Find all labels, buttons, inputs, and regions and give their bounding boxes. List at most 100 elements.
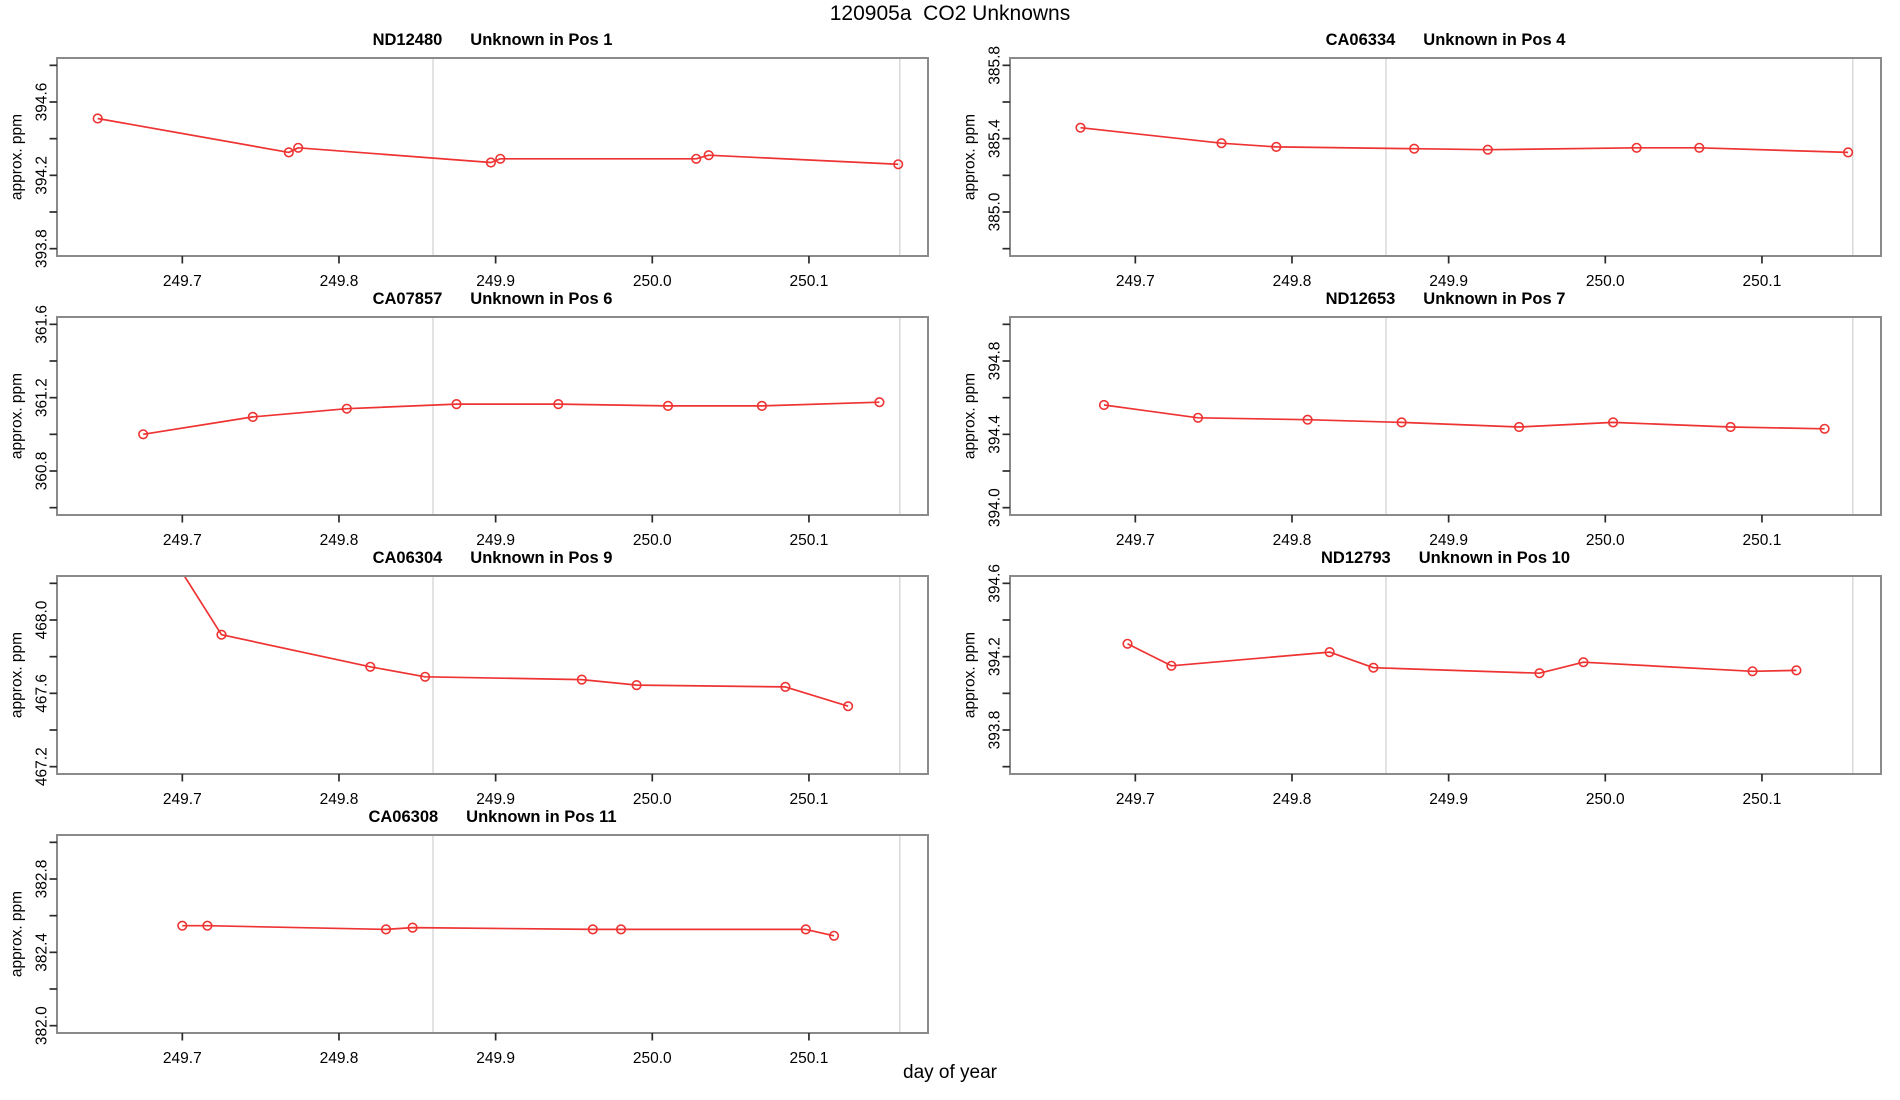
data-point [216, 629, 227, 640]
subplot-cell-CA06304: 249.7 249.8 249.9 250.0 250.1 467.2 467.6 468.0… [0, 546, 947, 808]
panel-border [56, 575, 929, 775]
x-tick-label: 249.8 [320, 273, 359, 287]
plot-panel [1010, 317, 1881, 515]
data-point [451, 398, 462, 410]
data-point [247, 411, 258, 422]
subplot-ND12653: 249.7 249.8 249.9 250.0 250.1 394.0 394.4 394.8… [961, 290, 1882, 549]
data-point [341, 403, 352, 414]
data-point [1819, 423, 1830, 434]
x-tick-label: 249.8 [1273, 532, 1312, 546]
data-point [1607, 417, 1619, 428]
data-point [1098, 399, 1110, 411]
y-tick-label: 361.2 [33, 378, 50, 417]
y-tick-label: 394.6 [33, 83, 50, 122]
data-point [1396, 417, 1407, 428]
y-axis-label: approx. ppm [961, 373, 978, 459]
panel-border [56, 57, 929, 257]
subplot-title-sample: ND12793 [1321, 549, 1391, 567]
series-group [1075, 122, 1854, 158]
y-axis-label: approx. ppm [8, 114, 25, 200]
series-group [1122, 638, 1802, 679]
x-tick-label: 250.0 [1586, 791, 1625, 805]
data-line [1080, 126, 1849, 154]
subplot-title-desc: Unknown in Pos 9 [470, 549, 612, 567]
plot-panel [57, 576, 928, 774]
plot-panel [57, 317, 928, 515]
x-tick-label: 250.0 [633, 791, 672, 805]
data-point [874, 397, 885, 408]
x-tick-label: 249.7 [1116, 532, 1155, 546]
y-axis-label: approx. ppm [8, 373, 25, 459]
subplot-cell-CA06308: 249.7 249.8 249.9 250.0 250.1 382.0 382.4 382.8… [0, 805, 947, 1067]
plot-panel [57, 58, 928, 256]
data-point [1791, 665, 1802, 676]
series-group [183, 576, 854, 712]
y-axis-label: approx. ppm [8, 891, 25, 977]
subplot-title-sample: CA06304 [373, 549, 444, 567]
data-point [1368, 662, 1379, 673]
subplot-CA07857: 249.7 249.8 249.9 250.0 250.1 360.8 361.2 361.6… [8, 290, 929, 549]
y-tick-label: 382.0 [33, 1006, 50, 1045]
data-line [143, 401, 880, 436]
x-tick-label: 249.7 [1116, 791, 1155, 805]
x-tick-label: 249.7 [163, 1050, 202, 1064]
panel-border [56, 834, 929, 1034]
y-tick-label: 467.2 [33, 747, 50, 786]
data-point [420, 671, 431, 682]
data-line [182, 924, 835, 937]
y-tick-label: 394.2 [33, 156, 50, 195]
data-point [1694, 142, 1705, 153]
plot-panel [57, 835, 928, 1033]
y-tick-label: 394.0 [986, 488, 1003, 527]
subplot-title: CA07857 Unknown in Pos 6 [373, 290, 613, 308]
subplot-title-sample: ND12480 [373, 31, 443, 49]
subplot-ND12793: 249.7 249.8 249.9 250.0 250.1 393.8 394.2 394.6… [961, 549, 1882, 808]
data-point [1075, 122, 1086, 133]
subplot-cell-ND12793: 249.7 249.8 249.9 250.0 250.1 393.8 394.2 394.6… [953, 546, 1900, 808]
panel-border [1009, 575, 1882, 775]
x-axis-label: day of year [903, 1062, 997, 1083]
data-point [1482, 144, 1493, 155]
data-point [202, 920, 213, 931]
x-tick-label: 249.9 [476, 791, 515, 805]
subplot-title-desc: Unknown in Pos 4 [1423, 31, 1566, 49]
subplot-title-desc: Unknown in Pos 7 [1423, 290, 1565, 308]
data-point [293, 142, 304, 153]
data-point [842, 701, 854, 712]
x-tick-label: 250.0 [633, 1050, 672, 1064]
data-point [1271, 141, 1282, 152]
x-tick-label: 250.0 [633, 532, 672, 546]
x-tick-label: 249.8 [1273, 273, 1312, 287]
data-point [662, 400, 674, 411]
x-tick-label: 249.9 [476, 1050, 515, 1064]
y-tick-label: 382.8 [33, 860, 50, 899]
data-point [587, 924, 598, 935]
y-tick-label: 385.0 [986, 192, 1003, 231]
data-point [691, 153, 702, 164]
subplot-title-desc: Unknown in Pos 6 [470, 290, 612, 308]
figure-title: 120905a CO2 Unknowns [829, 2, 1071, 25]
data-point [756, 400, 768, 411]
y-tick-label: 394.2 [986, 637, 1003, 676]
data-line [1103, 404, 1825, 430]
subplot-title-sample: CA06334 [1326, 31, 1397, 49]
panel-border [1009, 57, 1882, 257]
data-point [703, 150, 714, 161]
data-point [893, 159, 904, 170]
x-tick-label: 249.9 [1429, 273, 1468, 287]
data-line [183, 576, 849, 708]
x-tick-label: 249.8 [1273, 791, 1312, 805]
y-tick-label: 361.6 [33, 305, 50, 344]
data-point [553, 398, 564, 410]
y-tick-label: 468.0 [33, 600, 50, 639]
x-tick-label: 249.9 [476, 273, 515, 287]
subplot-title: ND12793 Unknown in Pos 10 [1321, 549, 1570, 567]
subplot-title-sample: CA07857 [373, 290, 443, 308]
x-tick-label: 250.1 [790, 1050, 829, 1064]
y-axis-label: approx. ppm [961, 114, 978, 200]
data-point [1578, 657, 1589, 668]
y-axis-label: approx. ppm [8, 632, 25, 718]
series-group [1098, 399, 1830, 434]
x-tick-label: 249.8 [320, 791, 359, 805]
